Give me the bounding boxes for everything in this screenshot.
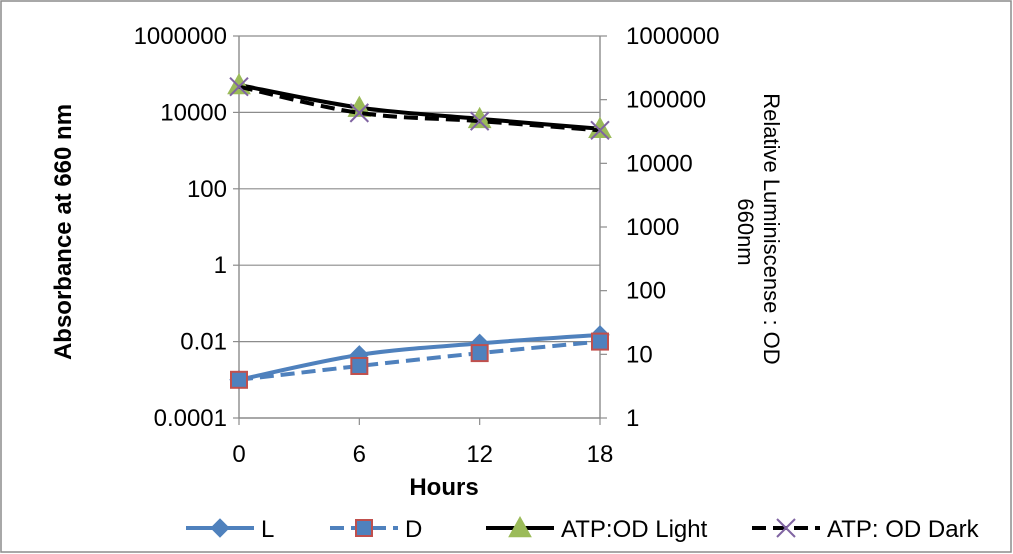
data-point: [470, 344, 489, 363]
legend: L D ATP:OD Light ATP: OD Dark: [186, 515, 980, 543]
legend-marker-stroke: [776, 518, 796, 538]
y-axis-title: Absorbance at 660 nm: [50, 104, 77, 360]
series: [227, 72, 612, 390]
legend-item: D: [330, 516, 422, 543]
y2-axis-title-line-1: Relative Luminiscense : OD: [759, 93, 784, 364]
data-point-stroke: [590, 120, 610, 141]
y2-axis-title: Relative Luminiscense : OD 660nm: [733, 93, 784, 371]
series-atp-od-dark: [229, 76, 610, 141]
x-tick-label: 12: [466, 441, 493, 468]
data-point: [591, 332, 609, 351]
y2-axis-title-line-2: 660nm: [733, 198, 758, 265]
data-point-stroke: [469, 111, 490, 131]
legend-label: ATP:OD Light: [561, 516, 708, 543]
data-point: [350, 356, 369, 375]
legend-label: L: [261, 516, 274, 543]
legend-marker: [776, 518, 796, 538]
data-point: [590, 120, 610, 141]
axes: [233, 35, 607, 425]
data-point: [469, 111, 490, 131]
series-d: [230, 332, 609, 389]
data-point: [349, 103, 370, 123]
y-tick-label: 1000000: [134, 23, 227, 50]
y-tick-label: 0.0001: [154, 405, 227, 432]
data-point: [588, 116, 612, 138]
y2-tick-label: 100000: [626, 87, 706, 114]
y2-tick-label: 10: [626, 341, 653, 368]
data-point-stroke: [229, 76, 249, 97]
data-point: [229, 76, 249, 97]
legend-label: ATP: OD Dark: [827, 516, 980, 543]
y2-tick-label: 10000: [626, 150, 693, 177]
legend-item: ATP:OD Light: [486, 515, 708, 543]
series-line: [238, 339, 601, 382]
x-tick-label: 6: [353, 441, 366, 468]
y-tick-label: 1: [214, 252, 227, 279]
legend-item: ATP: OD Dark: [752, 516, 980, 543]
x-tick-label: 0: [232, 441, 245, 468]
data-point-stroke: [349, 103, 370, 123]
y2-tick-label: 1000: [626, 214, 679, 241]
legend-item: L: [186, 516, 274, 543]
tick-labels: 10000001000010010.010.000110000001000001…: [134, 23, 720, 468]
legend-label: D: [405, 516, 422, 543]
y-tick-label: 10000: [160, 99, 227, 126]
y2-tick-label: 1000000: [626, 23, 719, 50]
x-axis-title: Hours: [409, 474, 478, 501]
gridlines: [239, 35, 600, 343]
y-tick-label: 100: [187, 176, 227, 203]
legend-marker: [508, 515, 532, 538]
y2-tick-label: 100: [626, 278, 666, 305]
legend-marker: [210, 518, 230, 538]
y-tick-label: 0.01: [180, 329, 227, 356]
series-line: [238, 83, 601, 131]
x-tick-label: 18: [587, 441, 614, 468]
data-point: [230, 370, 248, 389]
series-line: [238, 332, 601, 382]
y2-tick-label: 1: [626, 405, 639, 432]
series-line: [238, 84, 601, 133]
legend-marker: [355, 519, 373, 537]
